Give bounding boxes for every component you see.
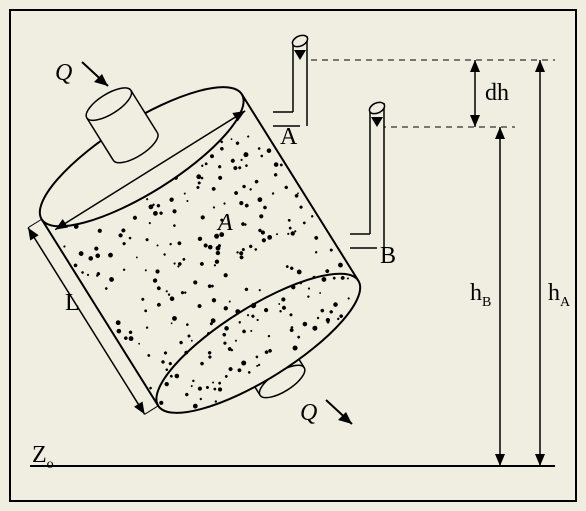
Qout-label: Q xyxy=(300,400,317,426)
zo-text: Z xyxy=(32,442,47,468)
permeameter-diagram: Zo hA hB dh xyxy=(0,0,586,511)
hB-text: h xyxy=(470,280,482,306)
B-tap-label: B xyxy=(380,243,396,269)
A-cross-label: A xyxy=(216,210,233,236)
hB-sub: B xyxy=(482,295,491,310)
Qin-label: Q xyxy=(55,60,72,86)
hA-text: h xyxy=(548,280,560,306)
zo-sub: o xyxy=(47,457,54,472)
A-tap-label: A xyxy=(280,124,298,150)
hA-sub: A xyxy=(560,295,571,310)
dh-label: dh xyxy=(485,80,509,106)
L-label: L xyxy=(65,290,80,316)
